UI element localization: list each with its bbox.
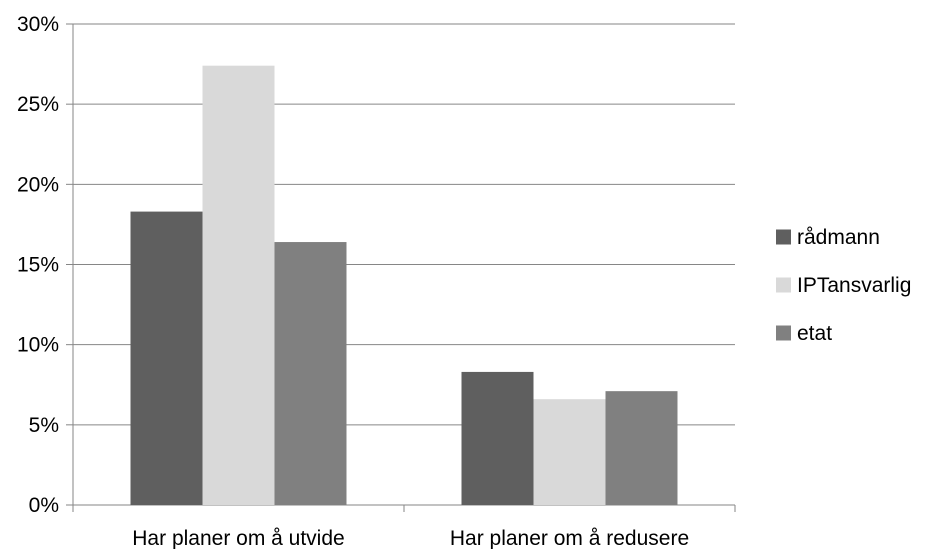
y-tick-label: 10%	[17, 334, 59, 357]
legend-swatch	[776, 277, 791, 293]
legend-swatch	[776, 325, 791, 341]
bar-iptansvarlig-2	[533, 399, 606, 505]
y-tick-labels: 0% 5% 10% 15% 20% 25% 30%	[17, 13, 59, 517]
bar-r-dmann-2	[461, 371, 534, 505]
legend-label: IPTansvarlig	[797, 274, 911, 297]
y-tick-label: 25%	[17, 93, 59, 116]
bar-etat-1	[274, 242, 347, 505]
x-category-labels: Har planer om å utvide Har planer om å re…	[132, 527, 689, 549]
bar-etat-2	[605, 391, 678, 505]
legend: rådmann IPTansvarlig etat	[776, 226, 911, 345]
legend-label: rådmann	[797, 226, 880, 249]
x-category-label: Har planer om å redusere	[450, 527, 689, 549]
y-tick-label: 15%	[17, 254, 59, 277]
bar-r-dmann-1	[130, 211, 203, 505]
legend-label: etat	[797, 322, 832, 345]
legend-swatch	[776, 229, 791, 245]
x-category-label: Har planer om å utvide	[132, 527, 344, 549]
y-tick-label: 30%	[17, 13, 59, 36]
y-tick-label: 20%	[17, 173, 59, 196]
bars	[130, 65, 678, 505]
bar-iptansvarlig-1	[202, 65, 275, 505]
y-tick-label: 5%	[29, 414, 59, 437]
y-tick-label: 0%	[29, 494, 59, 517]
